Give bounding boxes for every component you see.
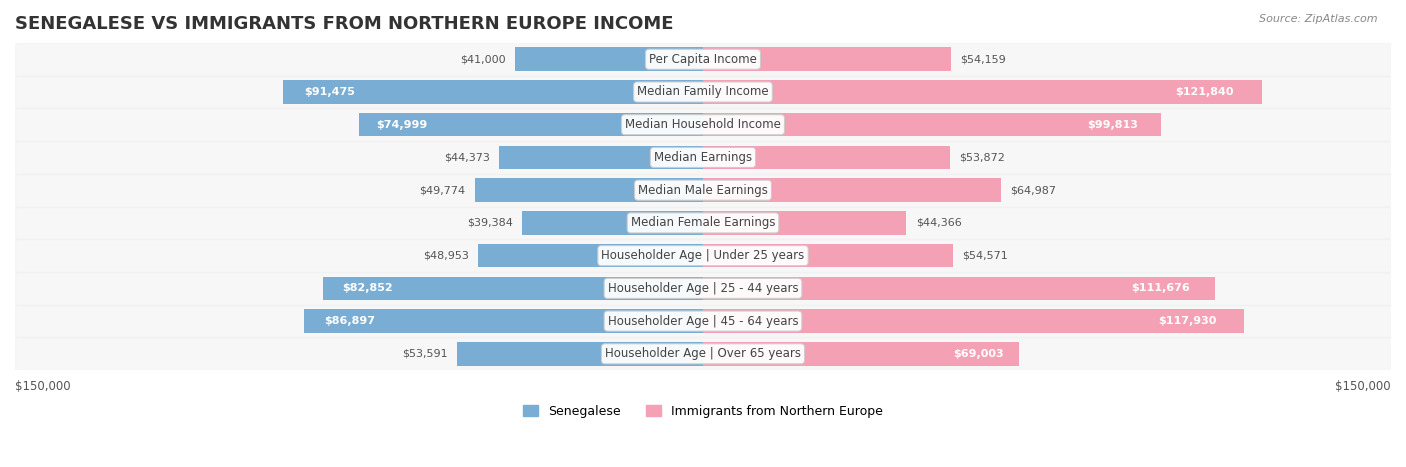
Bar — [457, 342, 703, 366]
Bar — [323, 276, 703, 300]
Text: Householder Age | Over 65 years: Householder Age | Over 65 years — [605, 347, 801, 361]
Text: $82,852: $82,852 — [342, 283, 392, 293]
Bar — [15, 141, 1391, 174]
Bar — [523, 211, 703, 235]
Text: $64,987: $64,987 — [1011, 185, 1056, 195]
Bar — [15, 272, 1391, 304]
Bar — [15, 304, 1391, 338]
Text: $86,897: $86,897 — [325, 316, 375, 326]
Legend: Senegalese, Immigrants from Northern Europe: Senegalese, Immigrants from Northern Eur… — [519, 400, 887, 423]
Text: Householder Age | Under 25 years: Householder Age | Under 25 years — [602, 249, 804, 262]
Text: $44,373: $44,373 — [444, 152, 491, 163]
Text: $54,571: $54,571 — [963, 251, 1008, 261]
Bar — [15, 239, 1391, 272]
Text: $111,676: $111,676 — [1130, 283, 1189, 293]
Text: $39,384: $39,384 — [467, 218, 513, 228]
Text: Median Male Earnings: Median Male Earnings — [638, 184, 768, 197]
Text: Householder Age | 25 - 44 years: Householder Age | 25 - 44 years — [607, 282, 799, 295]
Bar — [703, 309, 1244, 333]
Bar — [15, 76, 1391, 108]
Text: $99,813: $99,813 — [1087, 120, 1137, 130]
Text: $48,953: $48,953 — [423, 251, 470, 261]
Bar — [515, 48, 703, 71]
Bar — [284, 80, 703, 104]
Bar — [703, 146, 950, 169]
Text: Householder Age | 45 - 64 years: Householder Age | 45 - 64 years — [607, 315, 799, 327]
Text: $150,000: $150,000 — [1336, 380, 1391, 393]
Bar — [305, 309, 703, 333]
Text: $117,930: $117,930 — [1159, 316, 1216, 326]
Bar — [703, 342, 1019, 366]
Bar — [478, 244, 703, 268]
Text: $74,999: $74,999 — [377, 120, 427, 130]
Bar — [703, 244, 953, 268]
Text: Median Household Income: Median Household Income — [626, 118, 780, 131]
Text: $53,872: $53,872 — [959, 152, 1005, 163]
Bar — [15, 174, 1391, 206]
Bar — [15, 108, 1391, 141]
Text: Median Earnings: Median Earnings — [654, 151, 752, 164]
Bar — [703, 211, 907, 235]
Text: $41,000: $41,000 — [460, 54, 506, 64]
Bar — [703, 276, 1215, 300]
Bar — [15, 43, 1391, 76]
Bar — [15, 338, 1391, 370]
Text: Source: ZipAtlas.com: Source: ZipAtlas.com — [1260, 14, 1378, 24]
Bar — [703, 80, 1261, 104]
Text: $91,475: $91,475 — [305, 87, 356, 97]
Bar — [703, 113, 1161, 136]
Bar — [499, 146, 703, 169]
Bar — [359, 113, 703, 136]
Text: $53,591: $53,591 — [402, 349, 449, 359]
Text: Median Family Income: Median Family Income — [637, 85, 769, 99]
Text: $49,774: $49,774 — [419, 185, 465, 195]
Bar — [15, 206, 1391, 239]
Text: $69,003: $69,003 — [953, 349, 1004, 359]
Bar — [703, 48, 952, 71]
Text: SENEGALESE VS IMMIGRANTS FROM NORTHERN EUROPE INCOME: SENEGALESE VS IMMIGRANTS FROM NORTHERN E… — [15, 15, 673, 33]
Bar — [703, 178, 1001, 202]
Text: $121,840: $121,840 — [1175, 87, 1234, 97]
Text: $54,159: $54,159 — [960, 54, 1007, 64]
Bar — [475, 178, 703, 202]
Text: Median Female Earnings: Median Female Earnings — [631, 216, 775, 229]
Text: $44,366: $44,366 — [915, 218, 962, 228]
Text: Per Capita Income: Per Capita Income — [650, 53, 756, 66]
Text: $150,000: $150,000 — [15, 380, 70, 393]
